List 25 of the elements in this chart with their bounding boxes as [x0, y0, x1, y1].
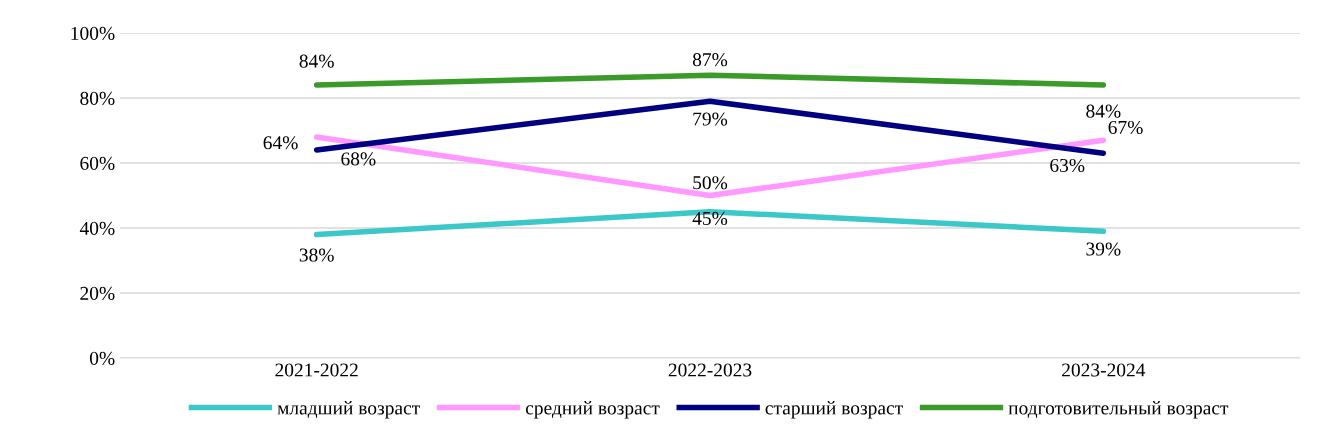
- y-tick-label: 100%: [71, 26, 115, 40]
- data-label: 84%: [299, 54, 334, 68]
- y-tick-label: 80%: [80, 91, 115, 105]
- x-tick-label: 2022-2023: [668, 363, 752, 377]
- data-label: 38%: [299, 248, 334, 262]
- x-tick-label: 2023-2024: [1062, 363, 1146, 377]
- data-label: 79%: [693, 112, 728, 126]
- legend-label: подготовительный возраст: [1008, 401, 1229, 419]
- data-label: 45%: [692, 211, 728, 226]
- data-label: 50%: [693, 176, 728, 190]
- data-label: 64%: [263, 136, 298, 150]
- y-tick-label: 20%: [80, 286, 115, 300]
- legend-label: средний возраст: [525, 401, 660, 419]
- data-label: 84%: [1086, 104, 1121, 118]
- data-label: 67%: [1108, 120, 1143, 135]
- data-label: 68%: [341, 152, 376, 166]
- legend-label: старший возраст: [765, 401, 903, 419]
- x-tick-label: 2021-2022: [275, 363, 358, 377]
- y-tick-label: 60%: [80, 156, 115, 170]
- y-tick-label: 40%: [79, 221, 115, 235]
- data-label: 63%: [1050, 158, 1085, 173]
- data-label: 87%: [692, 53, 728, 67]
- y-tick-label: 0%: [89, 351, 115, 365]
- legend-label: младший возраст: [277, 401, 420, 419]
- data-label: 39%: [1086, 242, 1121, 256]
